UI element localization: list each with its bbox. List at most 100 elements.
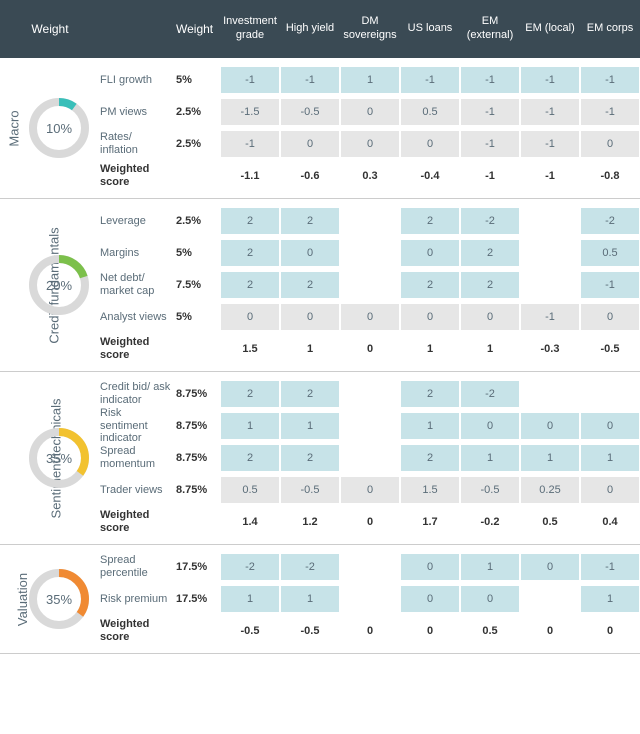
data-cell: 0: [220, 303, 280, 331]
data-cell: 0: [460, 412, 520, 440]
data-cell: 1: [580, 444, 640, 472]
data-cell: -0.5: [580, 335, 640, 363]
header-col-em-corp: EM corps: [580, 22, 640, 36]
row-weight: 5%: [176, 247, 220, 259]
data-cell: 0.5: [460, 617, 520, 645]
data-cell: 1: [460, 335, 520, 363]
data-cell: [520, 239, 580, 267]
data-cell: 1: [280, 585, 340, 613]
data-cell: 0: [400, 239, 460, 267]
data-cell: -0.5: [280, 617, 340, 645]
data-cell: -1: [220, 66, 280, 94]
row-label: Weighted score: [100, 509, 176, 534]
data-cell: 1: [340, 66, 400, 94]
row-label: FLI growth: [100, 74, 176, 87]
data-cell: 0: [400, 303, 460, 331]
data-cell: 0: [580, 130, 640, 158]
header-col-us: US loans: [400, 22, 460, 36]
header-col-ig: Investment grade: [220, 15, 280, 43]
table-row: Rates/ inflation2.5%-1000-1-10: [100, 128, 640, 160]
table-header: Weight Weight Investment grade High yiel…: [0, 0, 640, 58]
data-cell: 0.5: [400, 98, 460, 126]
data-cell: [340, 585, 400, 613]
data-cell: 2: [220, 444, 280, 472]
data-cell: 2: [220, 271, 280, 299]
table-row: Spread percentile17.5%-2-2010-1: [100, 551, 640, 583]
data-cell: [520, 585, 580, 613]
data-cell: [340, 553, 400, 581]
row-label: Rates/ inflation: [100, 131, 176, 156]
data-cell: -1: [520, 162, 580, 190]
data-cell: 1: [220, 412, 280, 440]
data-cell: 2: [400, 444, 460, 472]
row-label: Leverage: [100, 215, 176, 228]
table-row: Weighted score1.51011-0.3-0.5: [100, 333, 640, 365]
data-cell: [340, 444, 400, 472]
row-label: Analyst views: [100, 311, 176, 324]
section: Macro10%FLI growth5%-1-11-1-1-1-1PM view…: [0, 58, 640, 199]
data-cell: 0: [520, 553, 580, 581]
section-label: Macro: [7, 110, 22, 146]
row-label: Spread momentum: [100, 445, 176, 470]
data-cell: -1: [280, 66, 340, 94]
data-cell: 0: [280, 130, 340, 158]
data-cell: 0.5: [580, 239, 640, 267]
header-col-dm: DM sovereigns: [340, 15, 400, 43]
data-cell: 1.5: [400, 476, 460, 504]
data-cell: 1: [220, 585, 280, 613]
row-label: Trader views: [100, 484, 176, 497]
row-label: Risk sentiment indicator: [100, 407, 176, 445]
row-label: Weighted score: [100, 163, 176, 188]
row-weight: 17.5%: [176, 561, 220, 573]
row-weight: 17.5%: [176, 593, 220, 605]
row-label: PM views: [100, 106, 176, 119]
data-cell: 2: [280, 444, 340, 472]
weight-donut: 35%: [28, 427, 90, 489]
data-cell: 0: [460, 303, 520, 331]
data-cell: 0: [580, 617, 640, 645]
table-row: Weighted score-1.1-0.60.3-0.4-1-1-0.8: [100, 160, 640, 192]
data-cell: -1: [520, 303, 580, 331]
data-cell: 0: [340, 303, 400, 331]
data-cell: [340, 380, 400, 408]
header-weight-col: Weight: [176, 22, 220, 36]
data-cell: [520, 380, 580, 408]
data-cell: -1: [580, 553, 640, 581]
data-cell: 2: [280, 380, 340, 408]
row-weight: 8.75%: [176, 420, 220, 432]
row-weight: 5%: [176, 74, 220, 86]
table-row: Weighted score-0.5-0.5000.500: [100, 615, 640, 647]
data-cell: 0: [400, 617, 460, 645]
data-cell: 2: [460, 239, 520, 267]
data-cell: -1.1: [220, 162, 280, 190]
data-cell: 0: [340, 130, 400, 158]
data-cell: 2: [220, 239, 280, 267]
data-cell: 1: [400, 412, 460, 440]
data-cell: -1: [460, 98, 520, 126]
data-cell: 0.4: [580, 508, 640, 536]
data-cell: -2: [580, 207, 640, 235]
data-cell: -1: [220, 130, 280, 158]
donut-percent: 20%: [28, 254, 90, 316]
data-cell: 0: [520, 617, 580, 645]
table-row: Net debt/ market cap7.5%2222-1: [100, 269, 640, 301]
data-cell: 0: [280, 303, 340, 331]
row-label: Net debt/ market cap: [100, 272, 176, 297]
data-cell: 1.7: [400, 508, 460, 536]
header-col-em-ext: EM (external): [460, 15, 520, 43]
row-label: Weighted score: [100, 336, 176, 361]
data-cell: -0.3: [520, 335, 580, 363]
data-cell: -0.5: [460, 476, 520, 504]
data-cell: -1: [460, 130, 520, 158]
data-cell: 1: [460, 553, 520, 581]
data-cell: -0.5: [220, 617, 280, 645]
data-cell: -1: [580, 66, 640, 94]
data-cell: 0: [400, 130, 460, 158]
section: Sentiment/technicals35%Credit bid/ ask i…: [0, 372, 640, 545]
data-cell: 0: [400, 585, 460, 613]
data-cell: -2: [280, 553, 340, 581]
data-cell: 0: [580, 476, 640, 504]
row-weight: 5%: [176, 311, 220, 323]
data-cell: 1.4: [220, 508, 280, 536]
table-row: Leverage2.5%222-2-2: [100, 205, 640, 237]
